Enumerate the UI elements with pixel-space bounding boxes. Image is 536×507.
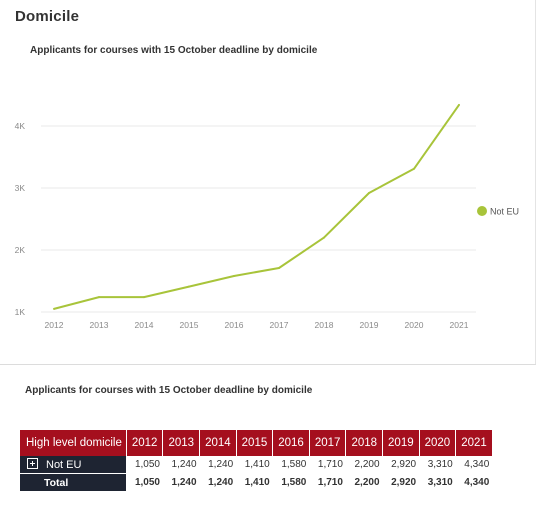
table-cell: 4,340 — [464, 459, 490, 471]
column-header-year[interactable]: 2012 — [126, 430, 164, 456]
section-divider — [0, 364, 536, 365]
table-header-row: High level domicile 2012 2013 2014 2015 2016… — [20, 430, 493, 456]
column-header-year[interactable]: 2018 — [345, 430, 384, 456]
x-tick-label: 2012 — [45, 320, 64, 330]
table-cell: 4,340 — [464, 477, 490, 488]
series-line-not-eu — [53, 104, 460, 310]
table-cell: 2,920 — [391, 477, 417, 488]
table-cell: 2,920 — [391, 459, 417, 471]
data-point — [323, 236, 325, 239]
table-cell: 1,710 — [317, 459, 343, 471]
data-point — [458, 103, 460, 106]
column-header-year[interactable]: 2014 — [199, 430, 237, 456]
table-cell: 1,240 — [171, 459, 197, 471]
table-cell: 1,410 — [244, 477, 270, 488]
column-header-year[interactable]: 2013 — [162, 430, 201, 456]
column-header-year[interactable]: 2016 — [272, 430, 310, 456]
column-header-year[interactable]: 2021 — [455, 430, 493, 456]
page-title: Domicile — [15, 8, 80, 25]
table-cell: 1,050 — [134, 477, 160, 488]
row-label: Total — [44, 476, 69, 489]
legend-marker — [477, 206, 487, 216]
table-title: Applicants for courses with 15 October d… — [25, 385, 313, 396]
x-tick-label: 2017 — [270, 320, 289, 330]
data-point — [413, 167, 415, 170]
table-cell: 1,580 — [281, 477, 307, 488]
chart-series — [53, 103, 460, 310]
table-body: Not EU 1,050 1,240 1,240 1,410 1,580 1,710 2,20… — [20, 456, 492, 492]
table-cell: 2,200 — [354, 459, 380, 471]
column-header-domicile[interactable]: High level domicile — [20, 430, 127, 456]
table-cell: 1,410 — [244, 459, 270, 471]
chart-title: Applicants for courses with 15 October d… — [30, 45, 318, 56]
legend-label: Not EU — [490, 207, 519, 217]
x-tick-label: 2021 — [450, 320, 469, 330]
column-header-year[interactable]: 2019 — [382, 430, 420, 456]
row-header[interactable]: Not EU — [20, 456, 127, 474]
data-point — [188, 285, 190, 288]
data-point — [143, 296, 145, 299]
x-tick-label: 2016 — [225, 320, 244, 330]
y-axis-ticks: 1K 2K 3K 4K — [15, 121, 26, 317]
data-point — [368, 191, 370, 194]
data-point — [233, 275, 235, 278]
table-cell: 1,240 — [208, 459, 234, 471]
x-tick-label: 2019 — [360, 320, 379, 330]
x-tick-label: 2014 — [135, 320, 154, 330]
total-row-label: Total — [20, 473, 127, 492]
x-axis-ticks: 2012 2013 2014 2015 2016 2017 2018 2019 2020 2021 — [45, 320, 469, 330]
data-point — [98, 296, 100, 299]
expand-plus-icon[interactable] — [27, 458, 38, 469]
chart-gridlines — [41, 125, 476, 313]
y-tick-label: 4K — [15, 121, 26, 131]
table-cell: 2,200 — [354, 477, 380, 488]
x-tick-label: 2013 — [90, 320, 109, 330]
table-cell: 3,310 — [427, 477, 453, 488]
table-cell: 1,050 — [134, 459, 160, 471]
row-label: Not EU — [46, 459, 82, 471]
column-header-year[interactable]: 2015 — [236, 430, 274, 456]
table-row: Not EU 1,050 1,240 1,240 1,410 1,580 1,710 2,20… — [20, 456, 492, 474]
column-header-year[interactable]: 2020 — [419, 430, 457, 456]
x-tick-label: 2020 — [405, 320, 424, 330]
x-tick-label: 2015 — [180, 320, 199, 330]
table-cell: 1,710 — [317, 477, 343, 488]
chart-legend[interactable]: Not EU — [477, 206, 519, 217]
table-total-row: Total 1,050 1,240 1,240 1,410 1,580 1,710 2,200… — [20, 473, 492, 492]
y-tick-label: 3K — [15, 183, 26, 193]
table-cell: 1,240 — [171, 477, 197, 488]
data-point — [53, 307, 55, 310]
data-table: High level domicile 2012 2013 2014 2015 2016… — [20, 430, 493, 492]
y-tick-label: 2K — [15, 245, 26, 255]
column-header-year[interactable]: 2017 — [309, 430, 347, 456]
y-tick-label: 1K — [15, 307, 26, 317]
table-cell: 1,580 — [281, 459, 307, 471]
table-cell: 3,310 — [427, 459, 453, 471]
table-cell: 1,240 — [208, 477, 234, 488]
x-tick-label: 2018 — [315, 320, 334, 330]
data-point — [278, 266, 280, 269]
